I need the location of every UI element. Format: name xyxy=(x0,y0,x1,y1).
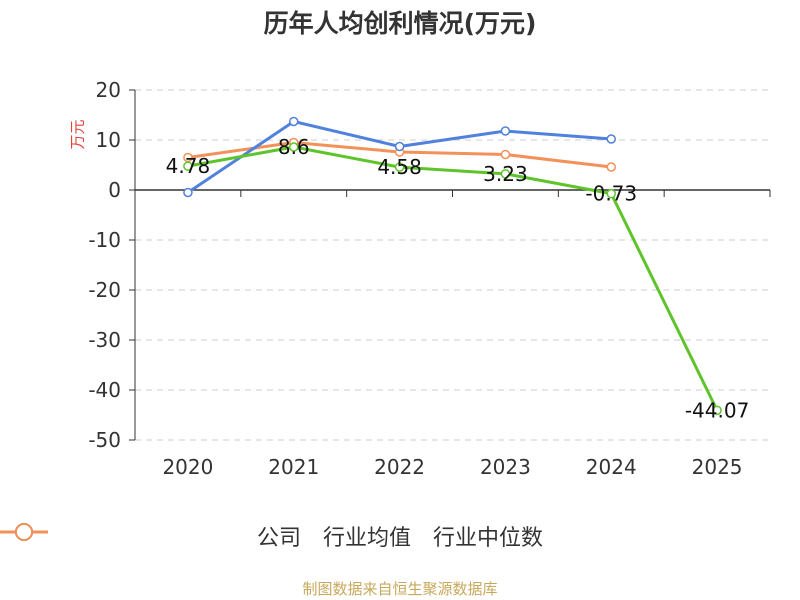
data-point-2 xyxy=(500,149,511,160)
legend-label-company: 公司 xyxy=(256,526,301,551)
data-label: 8.6 xyxy=(278,135,310,159)
x-tick-label: 2024 xyxy=(586,455,637,479)
data-point-0 xyxy=(289,142,299,152)
y-tick-label: 10 xyxy=(96,128,121,152)
data-label: 3.23 xyxy=(483,162,528,186)
legend: 公司 行业均值 行业中位数 xyxy=(0,520,800,552)
data-label: -44.07 xyxy=(685,398,749,422)
data-point-1 xyxy=(500,126,511,136)
data-label: -0.73 xyxy=(585,182,637,206)
data-source-note: 制图数据来自恒生聚源数据库 xyxy=(302,580,498,598)
y-tick-label: -50 xyxy=(88,428,121,452)
x-tick-label: 2020 xyxy=(162,455,213,479)
y-tick-label: 0 xyxy=(108,178,121,202)
legend-item-industry-median[interactable]: 行业中位数 xyxy=(0,520,544,552)
x-tick-label: 2021 xyxy=(268,455,319,479)
data-point-1 xyxy=(606,134,616,144)
series-line-0 xyxy=(187,145,719,412)
data-point-0 xyxy=(712,405,722,416)
x-tick-label: 2025 xyxy=(692,455,743,479)
y-tick-label: -20 xyxy=(88,278,121,302)
y-tick-label: 20 xyxy=(96,78,121,102)
data-point-0 xyxy=(183,161,193,171)
x-tick-label: 2022 xyxy=(374,455,425,479)
chart-title: 历年人均创利情况(万元) xyxy=(263,9,537,38)
data-point-2 xyxy=(606,162,616,172)
legend-item-company[interactable]: 公司 xyxy=(0,520,301,552)
data-point-1 xyxy=(394,141,405,152)
data-point-1 xyxy=(289,116,299,127)
data-point-1 xyxy=(183,187,193,198)
legend-label-industry-average: 行业均值 xyxy=(322,526,411,551)
data-label: 4.78 xyxy=(166,154,211,178)
data-point-0 xyxy=(500,169,511,179)
data-point-0 xyxy=(394,162,405,172)
legend-label-industry-median: 行业中位数 xyxy=(433,526,544,551)
data-label: 4.58 xyxy=(377,155,422,179)
legend-item-industry-average[interactable]: 行业均值 xyxy=(0,520,411,552)
data-point-0 xyxy=(606,188,616,199)
y-tick-label: -30 xyxy=(88,328,121,352)
x-tick-label: 2023 xyxy=(480,455,531,479)
legend-swatch-industry-median xyxy=(0,523,48,541)
y-tick-label: -40 xyxy=(88,378,121,402)
y-tick-label: -10 xyxy=(88,228,121,252)
